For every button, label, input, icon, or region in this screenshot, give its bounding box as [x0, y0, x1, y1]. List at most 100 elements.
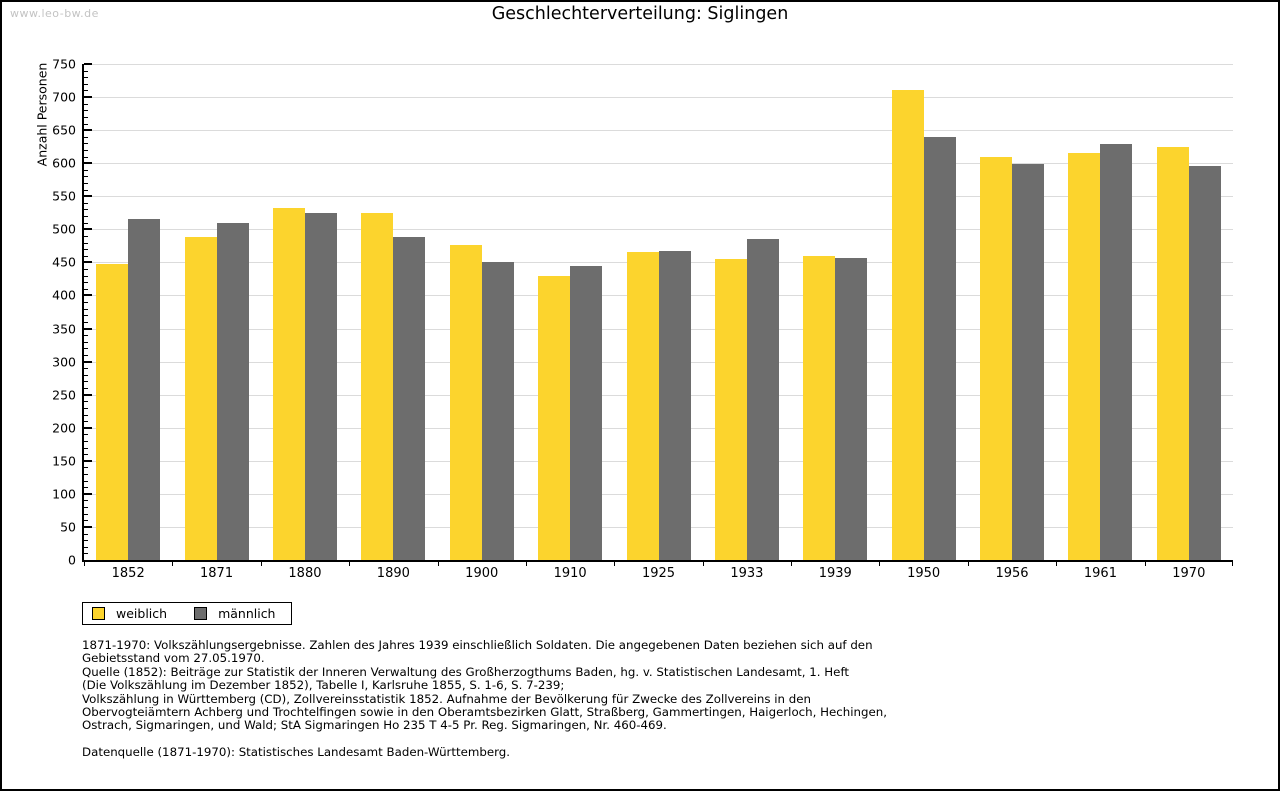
y-minor-tick	[84, 269, 88, 270]
y-tick-label: 350	[52, 321, 76, 337]
y-minor-tick	[84, 209, 88, 211]
y-minor-tick	[84, 434, 88, 436]
x-axis-tick	[437, 560, 439, 566]
y-major-tick	[84, 129, 92, 132]
y-minor-tick	[84, 321, 88, 323]
x-tick-label: 1852	[111, 566, 145, 581]
x-tick-label: 1910	[553, 566, 587, 581]
y-minor-tick	[84, 116, 88, 118]
y-minor-tick	[84, 222, 88, 224]
x-axis-tick	[349, 560, 351, 566]
y-minor-tick	[84, 103, 88, 105]
bar-weiblich-1939	[803, 255, 836, 560]
x-tick-label: 1880	[288, 566, 322, 581]
y-major-tick	[84, 426, 92, 429]
y-minor-tick	[84, 480, 88, 482]
y-minor-tick	[84, 176, 88, 178]
x-axis-tick	[84, 560, 85, 566]
y-minor-tick	[84, 401, 88, 403]
bar-weiblich-1880	[272, 207, 305, 560]
y-minor-tick	[84, 546, 88, 548]
y-tick-label: 550	[52, 188, 76, 204]
y-minor-tick	[84, 348, 88, 350]
y-minor-tick	[84, 249, 88, 251]
y-minor-tick	[84, 255, 88, 257]
gridline	[84, 229, 1233, 231]
bar-weiblich-1933	[714, 259, 747, 560]
y-tick-label: 450	[52, 254, 76, 270]
x-tick-label: 1956	[995, 566, 1029, 581]
y-minor-tick	[84, 235, 88, 237]
bar-männlich-1970	[1188, 165, 1221, 560]
x-tick-label: 1939	[818, 566, 852, 581]
y-minor-tick	[84, 275, 88, 277]
y-minor-tick	[84, 335, 88, 337]
bar-männlich-1925	[658, 250, 691, 560]
y-minor-tick	[84, 110, 88, 112]
bar-weiblich-1956	[980, 156, 1013, 560]
y-minor-tick	[84, 513, 88, 515]
x-tick-label: 1970	[1172, 566, 1206, 581]
y-tick-label: 600	[52, 155, 76, 171]
footnote-line: Volkszählung in Württemberg (CD), Zollve…	[82, 691, 811, 706]
y-minor-tick	[84, 189, 88, 191]
legend-item-weiblich: weiblich	[92, 606, 167, 621]
y-major-tick	[84, 327, 92, 330]
x-tick-label: 1933	[730, 566, 764, 581]
y-tick-label: 750	[52, 56, 76, 72]
x-axis-tick	[172, 560, 174, 566]
y-minor-tick	[84, 83, 88, 85]
legend-label: männlich	[218, 606, 276, 621]
y-minor-tick	[84, 143, 88, 145]
y-minor-tick	[84, 136, 88, 138]
y-minor-tick	[84, 341, 88, 343]
y-major-tick	[84, 525, 92, 528]
bar-männlich-1939	[835, 257, 868, 560]
legend-item-männlich: männlich	[194, 606, 275, 621]
y-tick-label: 300	[52, 354, 76, 370]
bar-männlich-1880	[304, 212, 337, 560]
y-minor-tick	[84, 202, 88, 204]
bar-weiblich-1890	[361, 213, 394, 560]
bar-weiblich-1950	[891, 89, 924, 560]
x-axis-tick	[614, 560, 616, 566]
y-major-tick	[84, 459, 92, 462]
x-tick-label: 1900	[465, 566, 499, 581]
y-major-tick	[84, 195, 92, 198]
x-axis-tick	[525, 560, 527, 566]
bar-männlich-1933	[746, 238, 779, 560]
y-major-tick	[84, 261, 92, 264]
y-minor-tick	[84, 169, 88, 171]
bar-weiblich-1910	[538, 276, 571, 560]
x-axis-tick	[791, 560, 793, 566]
y-tick-label: 150	[52, 453, 76, 469]
y-minor-tick	[84, 156, 88, 158]
y-minor-tick	[84, 520, 88, 522]
x-tick-label: 1925	[641, 566, 676, 581]
bar-weiblich-1961	[1068, 152, 1101, 560]
footnote-line: Quelle (1852): Beiträge zur Statistik de…	[82, 664, 850, 679]
y-minor-tick	[84, 487, 88, 489]
x-tick-label: 1871	[200, 566, 234, 581]
x-axis-tick	[1144, 560, 1146, 566]
footnote-line: 1871-1970: Volkszählungsergebnisse. Zahl…	[82, 638, 873, 652]
y-minor-tick	[84, 507, 88, 509]
footnotes: 1871-1970: Volkszählungsergebnisse. Zahl…	[82, 638, 887, 759]
y-minor-tick	[84, 308, 88, 310]
x-axis-tick	[879, 560, 881, 566]
bar-männlich-1961	[1100, 144, 1133, 560]
y-minor-tick	[84, 533, 88, 535]
x-axis-tick	[260, 560, 262, 566]
watermark: www.leo-bw.de	[10, 7, 99, 20]
bar-männlich-1900	[481, 262, 514, 560]
bar-männlich-1950	[923, 136, 956, 560]
y-minor-tick	[84, 500, 88, 502]
y-minor-tick	[84, 374, 88, 376]
bar-weiblich-1852	[96, 263, 129, 560]
x-axis-tick	[967, 560, 969, 566]
y-minor-tick	[84, 381, 88, 383]
bar-männlich-1910	[570, 266, 603, 560]
datasource-note: Datenquelle (1871-1970): Statistisches L…	[82, 744, 511, 759]
bar-weiblich-1970	[1156, 147, 1189, 560]
